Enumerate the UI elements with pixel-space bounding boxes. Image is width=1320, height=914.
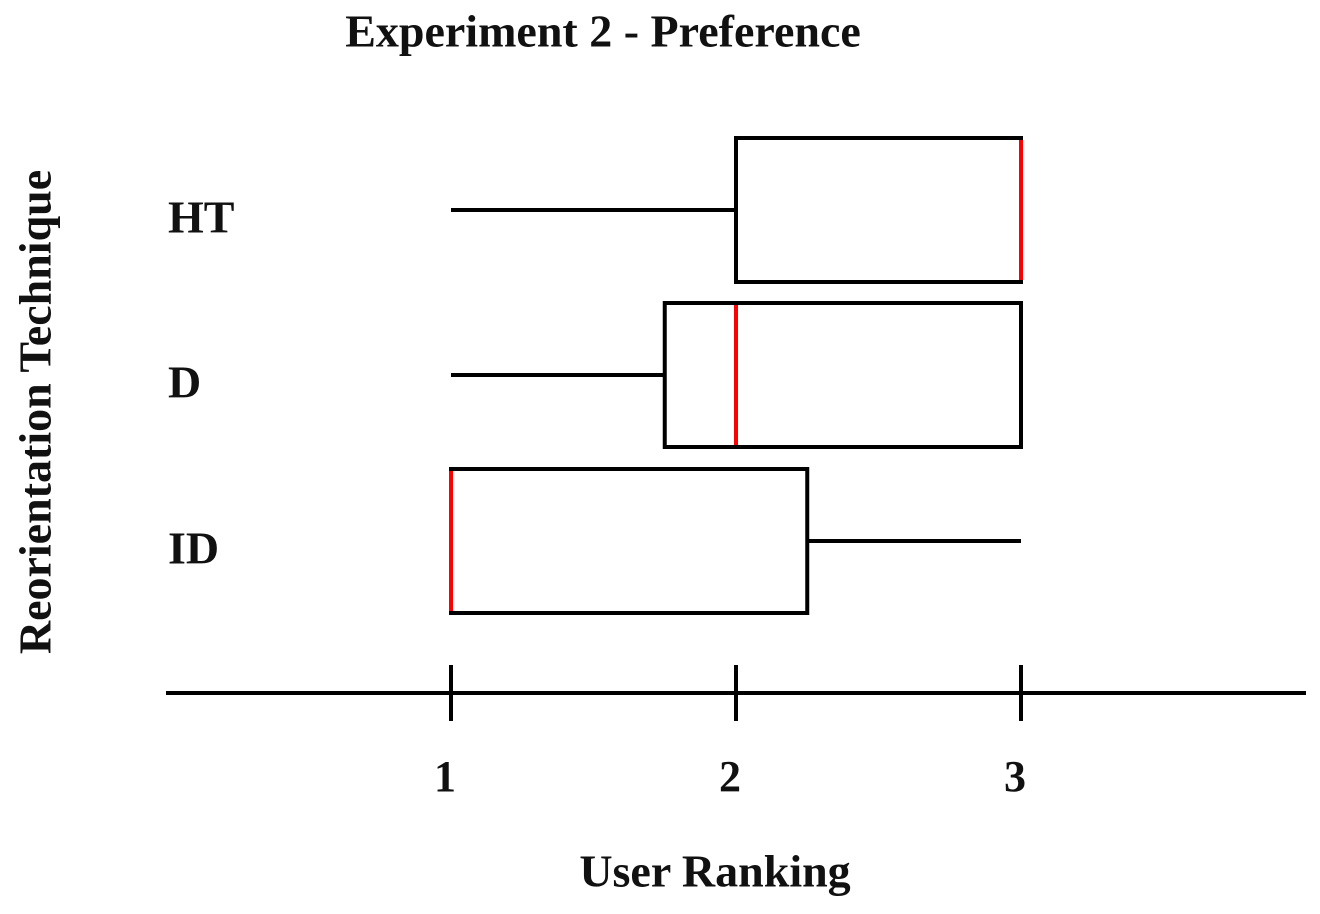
x-tick-label: 1 — [434, 752, 456, 801]
y-tick-label: HT — [168, 192, 234, 243]
x-tick-label: 2 — [719, 752, 741, 801]
y-tick-label: ID — [168, 523, 219, 574]
y-tick-label: D — [168, 357, 201, 408]
x-axis-label: User Ranking — [579, 846, 850, 897]
x-tick-label: 3 — [1004, 752, 1026, 801]
box — [662, 301, 1023, 449]
chart-title: Experiment 2 - Preference — [345, 6, 861, 57]
y-axis-label: Reorientation Technique — [10, 170, 61, 654]
box — [449, 467, 810, 615]
box — [734, 136, 1023, 284]
